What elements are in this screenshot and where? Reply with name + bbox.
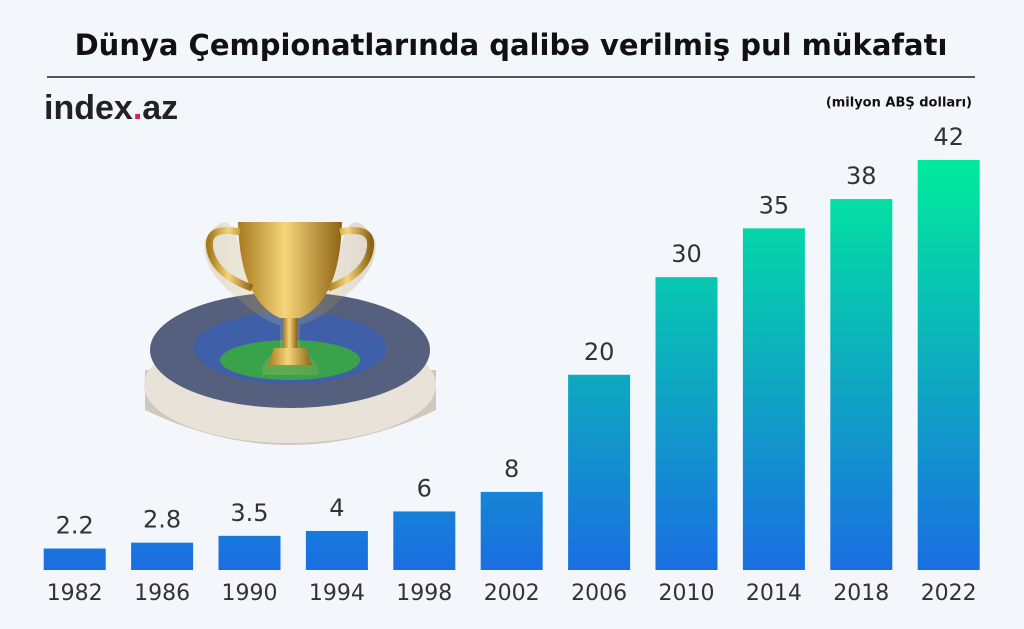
subtitle: (milyon ABŞ dolları) — [826, 96, 972, 111]
bar — [218, 535, 281, 570]
brand-part: . — [133, 89, 142, 127]
x-tick-label: 2006 — [571, 581, 627, 606]
bar — [393, 511, 456, 570]
x-tick-label: 2010 — [659, 581, 715, 606]
bar — [43, 548, 106, 570]
x-tick-label: 1986 — [134, 581, 190, 606]
value-label: 2.8 — [143, 506, 181, 534]
bar — [830, 199, 893, 571]
value-label: 38 — [846, 162, 877, 190]
x-tick-label: 2014 — [746, 581, 802, 606]
brand: index.az — [44, 89, 178, 127]
bar — [742, 228, 805, 571]
x-tick-label: 2022 — [921, 581, 977, 606]
value-label: 20 — [584, 338, 615, 366]
bar — [305, 530, 368, 570]
value-label: 6 — [417, 474, 432, 502]
bar — [480, 491, 543, 570]
x-tick-label: 1990 — [222, 581, 278, 606]
brand-part: index — [44, 89, 133, 127]
x-tick-label: 2018 — [833, 581, 889, 606]
value-label: 42 — [933, 123, 964, 151]
value-label: 35 — [759, 191, 790, 219]
bar — [917, 160, 980, 570]
brand-part: az — [142, 89, 178, 127]
value-label: 8 — [504, 455, 519, 483]
value-label: 2.2 — [56, 512, 94, 540]
value-label: 3.5 — [230, 499, 268, 527]
bar — [655, 277, 718, 570]
x-tick-label: 2002 — [484, 581, 540, 606]
bar — [568, 374, 631, 570]
illustration — [144, 222, 436, 445]
value-label: 4 — [329, 494, 344, 522]
bar — [131, 542, 194, 570]
x-tick-label: 1994 — [309, 581, 365, 606]
x-tick-label: 1982 — [47, 581, 103, 606]
value-label: 30 — [671, 240, 702, 268]
chart-title: Dünya Çempionatlarında qalibə verilmiş p… — [75, 28, 948, 62]
x-tick-label: 1998 — [396, 581, 452, 606]
